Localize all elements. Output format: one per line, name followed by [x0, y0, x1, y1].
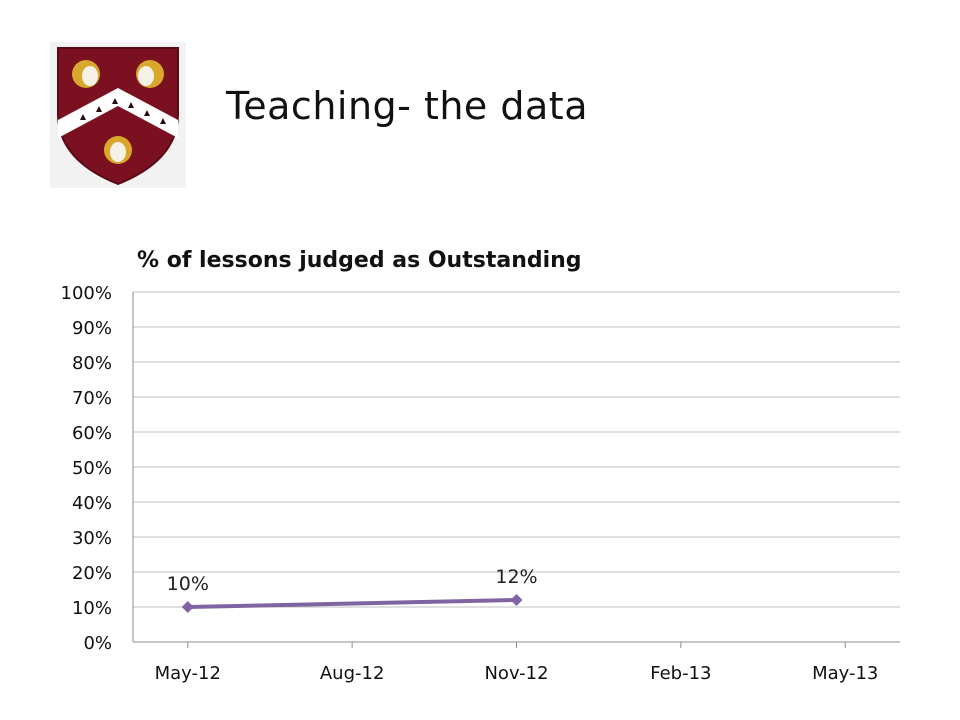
y-tick-label: 100% — [61, 283, 112, 304]
data-point-marker — [181, 601, 194, 613]
x-tick-label: Aug-12 — [320, 663, 385, 684]
y-tick-label: 60% — [72, 423, 112, 444]
y-axis-tick-labels: 0% 10% 20% 30% 40% 50% 60% 70% 80% 90% 100% — [61, 283, 112, 654]
y-tick-label: 80% — [72, 353, 112, 374]
y-tick-label: 50% — [72, 458, 112, 479]
x-tick-label: Feb-13 — [650, 663, 711, 684]
y-tick-label: 90% — [72, 318, 112, 339]
axes — [132, 292, 900, 648]
x-tick-label: May-13 — [812, 663, 878, 684]
data-point-marker — [510, 594, 523, 606]
y-tick-label: 40% — [72, 493, 112, 514]
gridlines — [133, 291, 900, 643]
y-tick-label: 30% — [72, 528, 112, 549]
y-tick-label: 0% — [83, 633, 112, 654]
y-tick-label: 10% — [72, 598, 112, 619]
x-tick-label: May-12 — [155, 663, 221, 684]
x-axis-tick-labels: May-12 Aug-12 Nov-12 Feb-13 May-13 — [155, 663, 879, 684]
y-tick-label: 70% — [72, 388, 112, 409]
school-crest-logo — [50, 42, 186, 188]
y-tick-label: 20% — [72, 563, 112, 584]
series-line — [187, 598, 517, 609]
data-labels: 10% 12% — [167, 566, 538, 595]
chart-title: % of lessons judged as Outstanding — [137, 248, 582, 273]
slide-title: Teaching- the data — [226, 84, 588, 128]
data-label: 12% — [495, 566, 537, 588]
series-layer — [181, 594, 523, 613]
x-tick-label: Nov-12 — [484, 663, 548, 684]
data-label: 10% — [167, 573, 209, 595]
